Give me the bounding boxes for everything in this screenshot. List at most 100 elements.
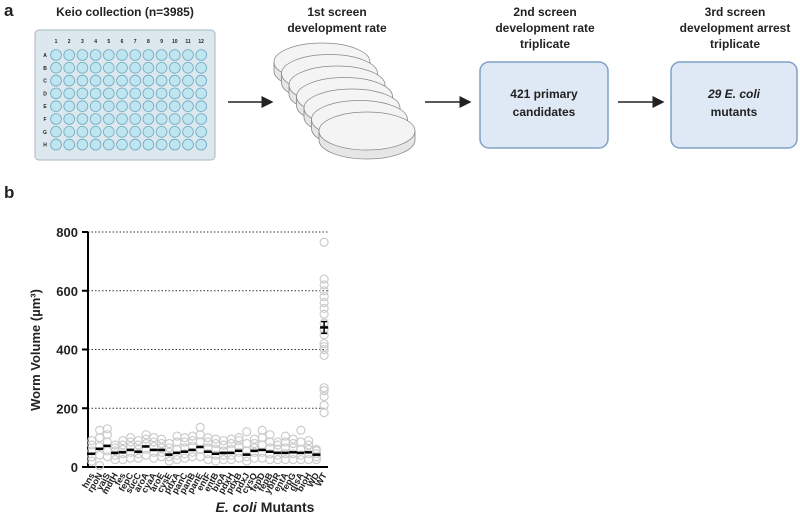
well [89,49,102,61]
plate-row-label: A [43,53,47,59]
panel-label: a [4,1,14,20]
x-axis-label-italic: E. coli [216,499,258,515]
step-text: 2nd screen [513,5,576,19]
step-text: 3rd screen [705,5,766,19]
well [103,74,115,87]
well [142,113,155,125]
well [142,74,155,87]
well [76,100,89,112]
well [169,74,181,87]
well [76,87,89,100]
data-point [87,456,97,466]
plate-row-label: F [43,117,46,123]
panel-label: b [4,183,14,202]
well [50,126,62,138]
data-point [195,422,205,432]
step-text: development rate [495,21,595,35]
data-point [226,450,236,460]
well [63,62,75,74]
well [155,100,168,112]
well [169,113,181,125]
data-point [102,424,112,434]
data-point [319,350,329,360]
well [89,126,102,138]
data-point [226,438,236,449]
data-point [95,460,105,471]
plate-column-label: 7 [134,39,137,45]
well [116,138,128,151]
x-axis-label-rest: Mutants [261,499,315,515]
well [195,49,208,61]
well [129,74,142,87]
well [116,113,128,125]
box-text: 29 E. coli [707,87,761,101]
well [169,100,181,112]
data-point [141,430,151,440]
well [50,113,62,125]
data-point [296,425,306,435]
well [129,113,142,125]
well [129,62,142,74]
plate-column-label: 6 [121,39,124,45]
y-tick-label: 600 [56,284,78,299]
data-point [234,433,244,443]
well [116,126,128,138]
well [89,62,102,74]
well [182,62,194,74]
plate-row-label: D [43,91,47,97]
well [76,126,89,138]
well [129,126,142,138]
well [63,100,75,112]
well [142,49,155,61]
data-point [319,386,329,396]
data-point [125,433,136,443]
well [195,113,208,125]
well [129,87,142,100]
step-text: development rate [287,21,387,35]
well [195,100,208,112]
well [63,87,75,100]
plate-column-label: 11 [185,39,191,45]
well [182,138,194,151]
data-point [288,434,298,444]
box-text: 421 primary [510,87,578,101]
well [142,100,155,112]
data-point [273,440,283,450]
well [129,138,142,151]
well [116,49,128,61]
well [169,126,181,138]
box [479,61,609,149]
well [155,49,168,61]
data-point [195,452,205,462]
well [182,126,194,138]
data-point [319,292,329,302]
well [142,138,155,151]
well [50,100,62,112]
plate-column-label: 5 [107,39,110,45]
y-axis-label: Worm Volume (µm³) [28,289,43,411]
well [50,62,62,74]
box [670,61,798,149]
plate-row-label: H [43,143,47,149]
y-tick-label: 800 [56,225,78,240]
data-point [102,446,112,456]
y-tick-label: 400 [56,343,78,358]
plate-column-label: 4 [94,39,97,45]
plate-row-label: E [43,104,47,110]
plate-row-label: B [43,66,47,72]
well [182,100,194,112]
data-point [319,391,329,402]
data-point [319,274,329,284]
well [103,49,115,61]
well [63,49,75,61]
plate-column-label: 9 [160,39,163,45]
plate-column-label: 2 [68,39,71,45]
well [129,100,142,112]
x-axis-label: E. coli Mutants [216,499,315,515]
well [169,138,181,151]
data-point [319,297,329,308]
y-tick-label: 200 [56,401,78,416]
well [63,113,75,125]
data-point [257,425,267,435]
